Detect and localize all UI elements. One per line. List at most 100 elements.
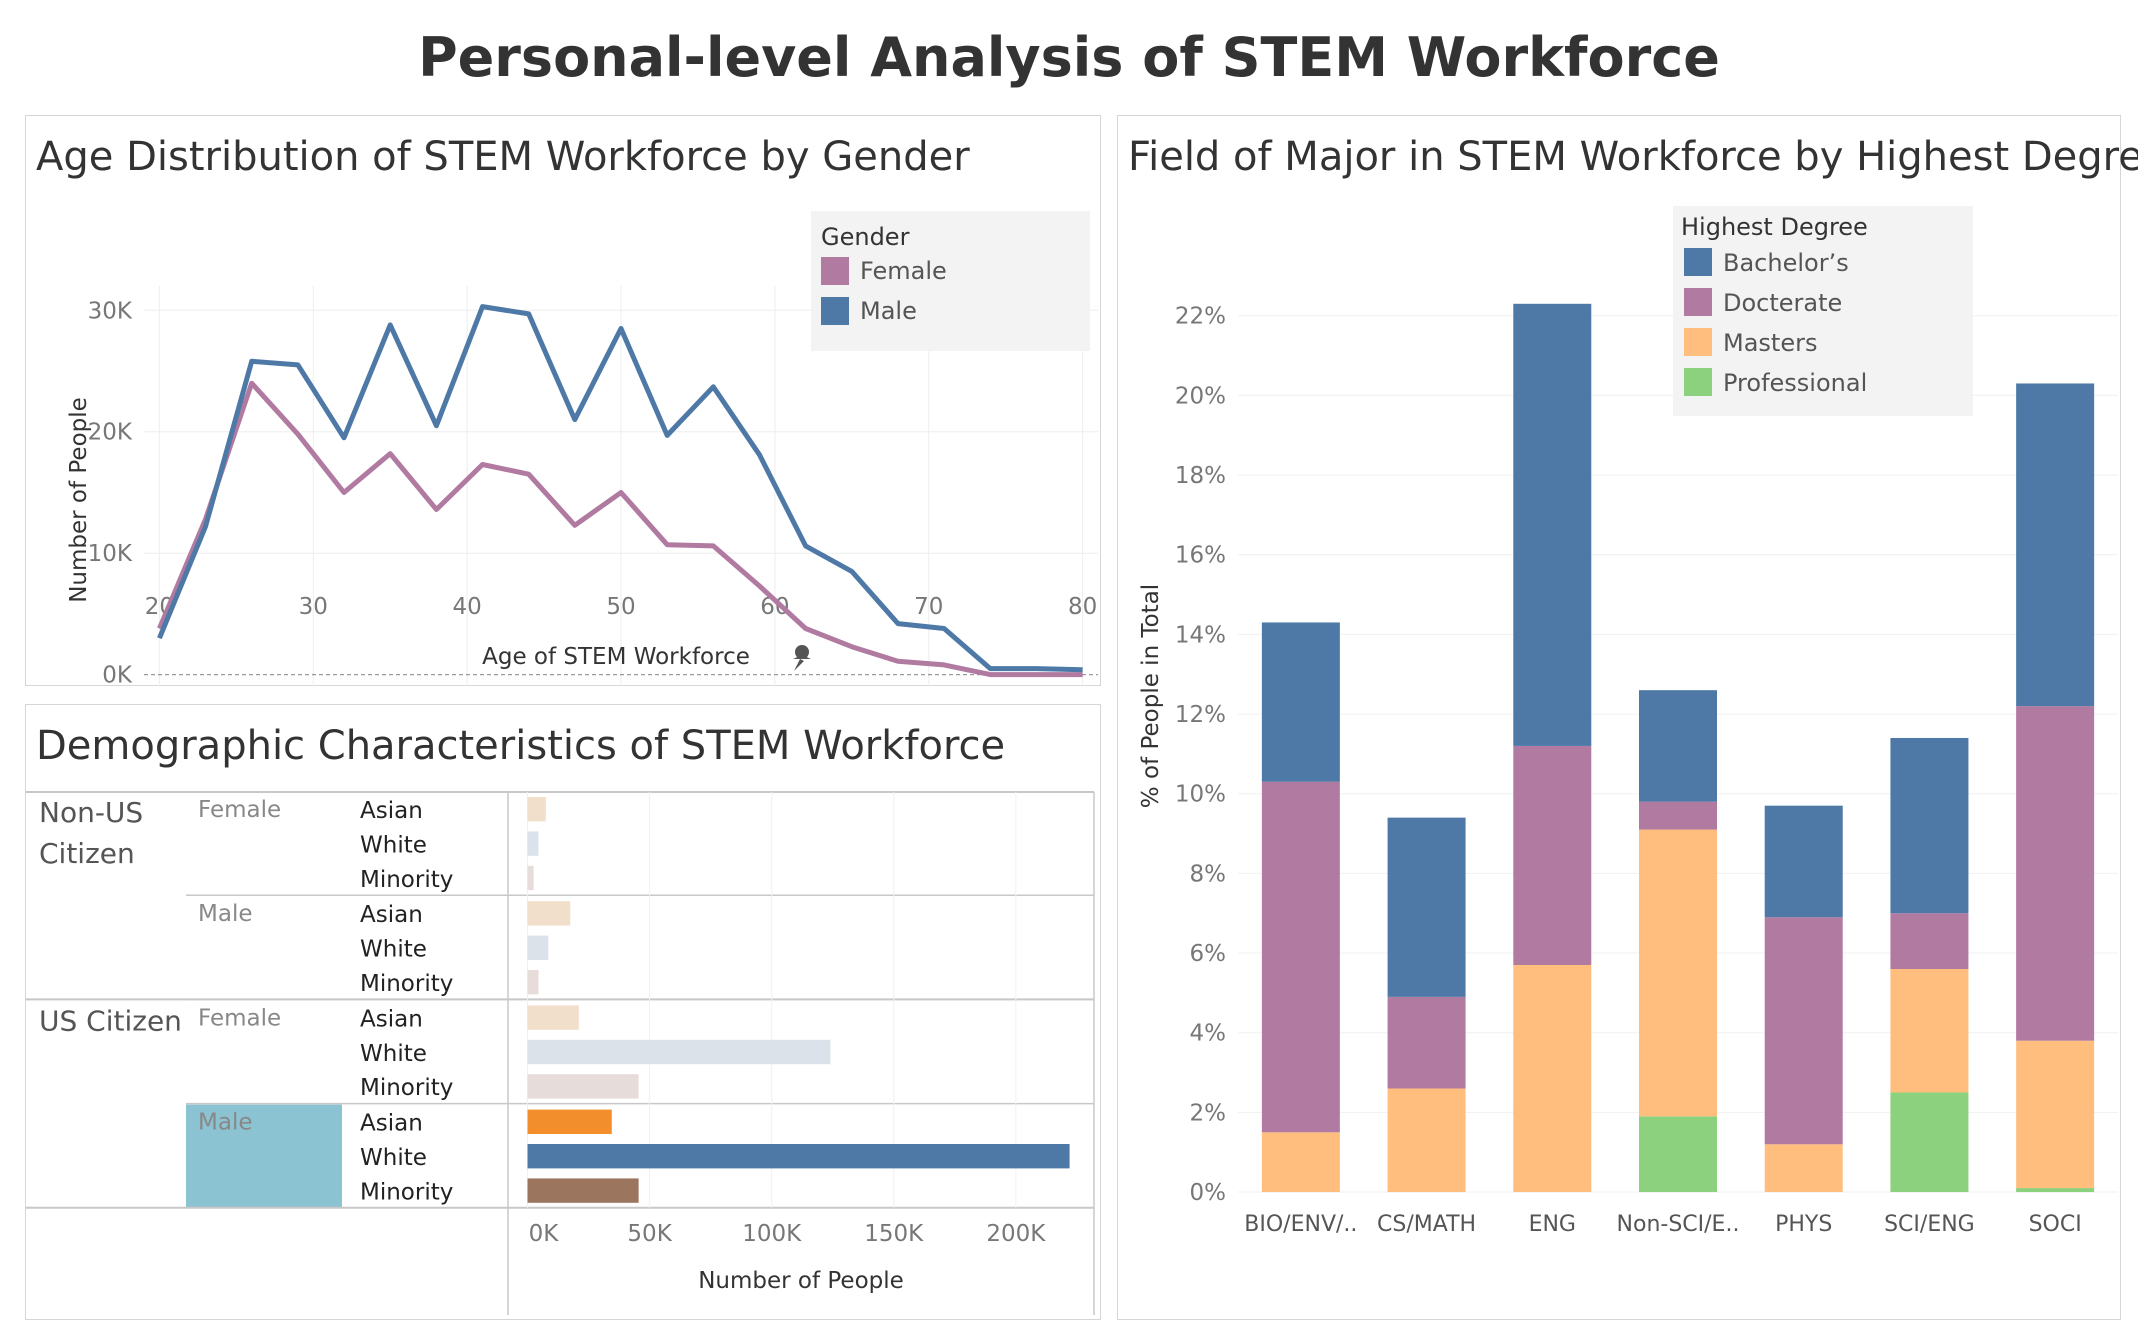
- y-tick-label: 12%: [1175, 702, 1226, 728]
- legend-label-bachelor-s[interactable]: Bachelor’s: [1723, 249, 1849, 277]
- demographic-chart-title: Demographic Characteristics of STEM Work…: [36, 723, 1006, 769]
- age-chart-title: Age Distribution of STEM Workforce by Ge…: [36, 134, 970, 180]
- line-series-female[interactable]: [157, 380, 1083, 678]
- bar-segment-eng-masters[interactable]: [1513, 965, 1592, 1193]
- y-tick-label: 20%: [1175, 383, 1226, 409]
- bar-non-us-citizen-female-white[interactable]: [527, 831, 539, 856]
- legend-swatch-male[interactable]: [821, 297, 849, 325]
- race-label-white: White: [360, 832, 427, 858]
- gender-label-female: Female: [198, 1005, 281, 1031]
- bar-us-citizen-female-minority[interactable]: [527, 1074, 639, 1099]
- y-tick-label: 14%: [1175, 622, 1226, 648]
- bar-non-us-citizen-female-minority[interactable]: [527, 865, 534, 891]
- x-tick-label: 50K: [627, 1221, 672, 1247]
- y-tick-label: 8%: [1190, 861, 1227, 887]
- legend-label-docterate[interactable]: Docterate: [1723, 289, 1842, 317]
- bar-segment-soci-docterate[interactable]: [2016, 706, 2095, 1041]
- field-stacked-bar-chart[interactable]: 0% 2% 4% 6% 8% 10% 12% 14% 16% 18% 20% 22% BIO/ENV/.…: [1118, 116, 2122, 1321]
- bar-segment-phys-docterate[interactable]: [1764, 917, 1843, 1145]
- x-tick-label: Non-SCI/E..: [1617, 1212, 1740, 1237]
- gender-legend-title: Gender: [821, 223, 910, 251]
- x-tick-label: BIO/ENV/..: [1244, 1212, 1357, 1237]
- citizenship-label-non-us-citizen: Citizen: [39, 837, 135, 870]
- gender-legend-box: [811, 211, 1090, 351]
- bar-non-us-citizen-male-asian[interactable]: [527, 901, 571, 926]
- line-series-male[interactable]: [157, 304, 1083, 673]
- gender-label-male: Male: [198, 1110, 252, 1136]
- x-tick-label: 200K: [986, 1221, 1046, 1247]
- bar-segment-cs-math-masters[interactable]: [1387, 1088, 1466, 1193]
- legend-swatch-masters[interactable]: [1684, 328, 1712, 356]
- bar-segment-non-sci-e-docterate[interactable]: [1639, 801, 1717, 830]
- x-tick-label: SCI/ENG: [1884, 1212, 1975, 1237]
- gender-label-female: Female: [198, 797, 281, 823]
- legend-label-female[interactable]: Female: [860, 257, 947, 285]
- bar-segment-phys-masters[interactable]: [1764, 1144, 1843, 1193]
- legend-swatch-bachelor-s[interactable]: [1684, 248, 1712, 276]
- x-tick-label: 150K: [864, 1221, 924, 1247]
- bar-segment-soci-professional[interactable]: [2016, 1188, 2095, 1193]
- bar-segment-non-sci-e-bachelor-s[interactable]: [1639, 690, 1717, 802]
- race-label-white: White: [360, 1041, 427, 1067]
- field-chart-title: Field of Major in STEM Workforce by High…: [1128, 134, 2138, 180]
- x-tick-label: SOCI: [2029, 1212, 2082, 1237]
- x-tick-label: 30: [299, 594, 328, 620]
- bar-segment-non-sci-e-professional[interactable]: [1639, 1116, 1717, 1193]
- x-axis-title: Age of STEM Workforce: [482, 644, 750, 670]
- demographic-panel: Demographic Characteristics of STEM Work…: [25, 704, 1101, 1320]
- y-tick-label: 20K: [88, 420, 133, 446]
- bar-us-citizen-female-asian[interactable]: [527, 1005, 579, 1030]
- legend-swatch-professional[interactable]: [1684, 368, 1712, 396]
- pin-icon[interactable]: [793, 645, 811, 671]
- x-tick-label: 100K: [742, 1221, 802, 1247]
- y-tick-label: 0%: [1190, 1180, 1227, 1206]
- highlighted-gender-cell: [186, 1104, 342, 1208]
- race-label-minority: Minority: [360, 971, 453, 997]
- age-distribution-panel: Age Distribution of STEM Workforce by Ge…: [25, 115, 1102, 687]
- bar-segment-cs-math-docterate[interactable]: [1387, 996, 1466, 1089]
- bar-segment-soci-masters[interactable]: [2016, 1040, 2095, 1189]
- bar-segment-bio-env-bachelor-s[interactable]: [1261, 622, 1340, 782]
- citizenship-label-non-us-citizen: Non-US: [39, 796, 143, 829]
- x-tick-label: 80: [1068, 594, 1097, 620]
- bar-segment-sci-eng-docterate[interactable]: [1890, 913, 1969, 969]
- y-tick-label: 10%: [1175, 782, 1226, 808]
- demographic-bar-chart[interactable]: Non-US Citizen US Citizen Female Male Female M…: [26, 705, 1102, 1321]
- bar-us-citizen-male-asian[interactable]: [527, 1109, 612, 1134]
- race-label-minority: Minority: [360, 867, 453, 893]
- legend-label-male[interactable]: Male: [860, 297, 917, 325]
- legend-swatch-docterate[interactable]: [1684, 288, 1712, 316]
- bar-us-citizen-female-white[interactable]: [527, 1039, 831, 1065]
- bar-segment-sci-eng-masters[interactable]: [1890, 968, 1969, 1093]
- bar-us-citizen-male-minority[interactable]: [527, 1178, 639, 1203]
- bar-segment-bio-env-masters[interactable]: [1261, 1132, 1340, 1193]
- bar-non-us-citizen-female-asian[interactable]: [527, 797, 546, 822]
- dashboard-title: Personal-level Analysis of STEM Workforc…: [418, 26, 1720, 89]
- x-tick-label: 0K: [529, 1221, 560, 1247]
- race-label-minority: Minority: [360, 1179, 453, 1205]
- bar-segment-sci-eng-bachelor-s[interactable]: [1890, 737, 1969, 914]
- gender-label-male: Male: [198, 901, 252, 927]
- bar-segment-eng-docterate[interactable]: [1513, 745, 1592, 966]
- y-tick-label: 2%: [1190, 1100, 1227, 1126]
- y-tick-label: 16%: [1175, 543, 1226, 569]
- y-tick-label: 0K: [102, 663, 133, 687]
- y-tick-label: 18%: [1175, 463, 1226, 489]
- bar-segment-phys-bachelor-s[interactable]: [1764, 805, 1843, 918]
- x-tick-label: 50: [606, 594, 635, 620]
- bar-segment-bio-env-docterate[interactable]: [1261, 781, 1340, 1133]
- bar-segment-non-sci-e-masters[interactable]: [1639, 829, 1717, 1117]
- legend-label-professional[interactable]: Professional: [1723, 369, 1867, 397]
- bar-non-us-citizen-male-minority[interactable]: [527, 970, 539, 995]
- legend-label-masters[interactable]: Masters: [1723, 329, 1817, 357]
- bar-segment-sci-eng-professional[interactable]: [1890, 1092, 1969, 1193]
- bar-non-us-citizen-male-white[interactable]: [527, 935, 549, 960]
- bar-segment-soci-bachelor-s[interactable]: [2016, 383, 2095, 707]
- race-label-asian: Asian: [360, 1111, 423, 1137]
- y-tick-label: 10K: [88, 541, 133, 567]
- bar-segment-cs-math-bachelor-s[interactable]: [1387, 817, 1466, 997]
- bar-us-citizen-male-white[interactable]: [527, 1144, 1070, 1169]
- bar-segment-eng-bachelor-s[interactable]: [1513, 303, 1592, 746]
- legend-swatch-female[interactable]: [821, 257, 849, 285]
